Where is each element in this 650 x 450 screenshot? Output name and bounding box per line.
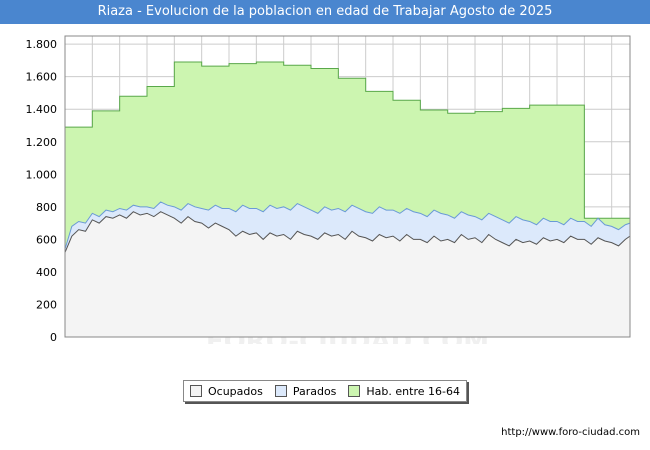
y-tick-label: 200 bbox=[36, 298, 57, 311]
legend-item-ocupados: Ocupados bbox=[189, 384, 263, 398]
series-ocupados-area bbox=[65, 211, 630, 337]
y-tick-label: 400 bbox=[36, 266, 57, 279]
chart-title: Riaza - Evolucion de la poblacion en eda… bbox=[0, 0, 650, 24]
legend-item-hab: Hab. entre 16-64 bbox=[348, 385, 460, 398]
y-tick-label: 1.200 bbox=[26, 136, 58, 149]
y-tick-label: 1.800 bbox=[26, 38, 58, 51]
legend-label-parados: Parados bbox=[292, 384, 337, 398]
legend-label-ocupados: Ocupados bbox=[207, 384, 263, 398]
y-tick-label: 800 bbox=[36, 201, 57, 214]
series-parados-line bbox=[64, 201, 631, 250]
chart-legend: Ocupados Parados Hab. entre 16-64 bbox=[183, 380, 467, 402]
legend-label-hab: Hab. entre 16-64 bbox=[366, 384, 460, 398]
y-tick-label: 1.400 bbox=[26, 103, 58, 116]
population-chart: FORO-CIUDAD.COM02004006008001.0001.2001.… bbox=[26, 35, 631, 344]
legend-item-parados: Parados bbox=[274, 384, 337, 398]
series-ocupados-line bbox=[64, 211, 631, 253]
y-tick-label: 0 bbox=[50, 331, 57, 344]
legend-swatch-parados bbox=[274, 385, 287, 397]
legend-swatch-hab bbox=[348, 385, 361, 397]
plot-frame bbox=[64, 35, 631, 338]
y-tick-label: 1.600 bbox=[26, 71, 58, 84]
y-tick-label: 1.000 bbox=[26, 168, 58, 181]
source-link[interactable]: http://www.foro-ciudad.com bbox=[501, 427, 640, 438]
y-tick-label: 600 bbox=[36, 233, 57, 246]
legend-swatch-ocupados bbox=[189, 385, 202, 397]
